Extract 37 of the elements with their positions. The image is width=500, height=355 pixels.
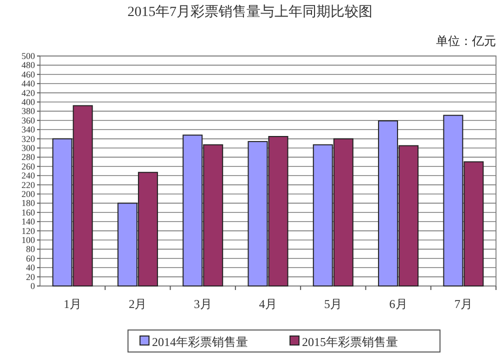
legend-label: 2014年彩票销售量 (152, 335, 248, 349)
y-tick-label: 500 (22, 51, 36, 61)
y-tick-label: 60 (26, 253, 36, 264)
y-tick-label: 180 (22, 198, 36, 208)
y-tick-label: 380 (22, 106, 36, 116)
chart-title: 2015年7月彩票销售量与上年同期比较图 (128, 4, 372, 20)
y-tick-label: 200 (22, 189, 36, 199)
y-tick-label: 100 (22, 235, 36, 245)
x-tick-label: 7月 (454, 297, 472, 311)
y-tick-label: 260 (22, 161, 36, 172)
y-tick-label: 460 (22, 69, 36, 80)
x-tick-label: 6月 (389, 297, 408, 311)
y-tick-label: 300 (22, 143, 36, 153)
y-tick-label: 140 (22, 216, 36, 227)
text: 单位：亿元 (436, 34, 496, 48)
y-tick-label: 40 (26, 262, 36, 273)
x-tick-label: 3月 (194, 297, 212, 311)
y-tick-label: 320 (22, 134, 36, 144)
x-tick-label: 4月 (259, 297, 277, 311)
x-tick-label: 5月 (324, 297, 342, 311)
y-tick-label: 0 (30, 281, 36, 291)
y-tick-label: 80 (26, 244, 36, 254)
y-tick-label: 340 (22, 124, 36, 135)
y-tick-label: 240 (22, 170, 36, 181)
y-tick-label: 20 (26, 272, 36, 282)
y-tick-label: 160 (22, 207, 36, 218)
y-tick-label: 440 (22, 78, 36, 89)
y-tick-label: 400 (22, 97, 36, 107)
legend-label: 2015年彩票销售量 (302, 335, 398, 349)
y-tick-label: 480 (22, 60, 36, 70)
x-tick-label: 1月 (64, 297, 82, 311)
y-tick-label: 220 (22, 180, 36, 190)
x-tick-label: 2月 (128, 297, 147, 311)
y-tick-label: 280 (22, 152, 36, 162)
y-tick-label: 360 (22, 115, 36, 126)
y-tick-label: 420 (22, 88, 36, 98)
y-tick-label: 120 (22, 226, 36, 236)
